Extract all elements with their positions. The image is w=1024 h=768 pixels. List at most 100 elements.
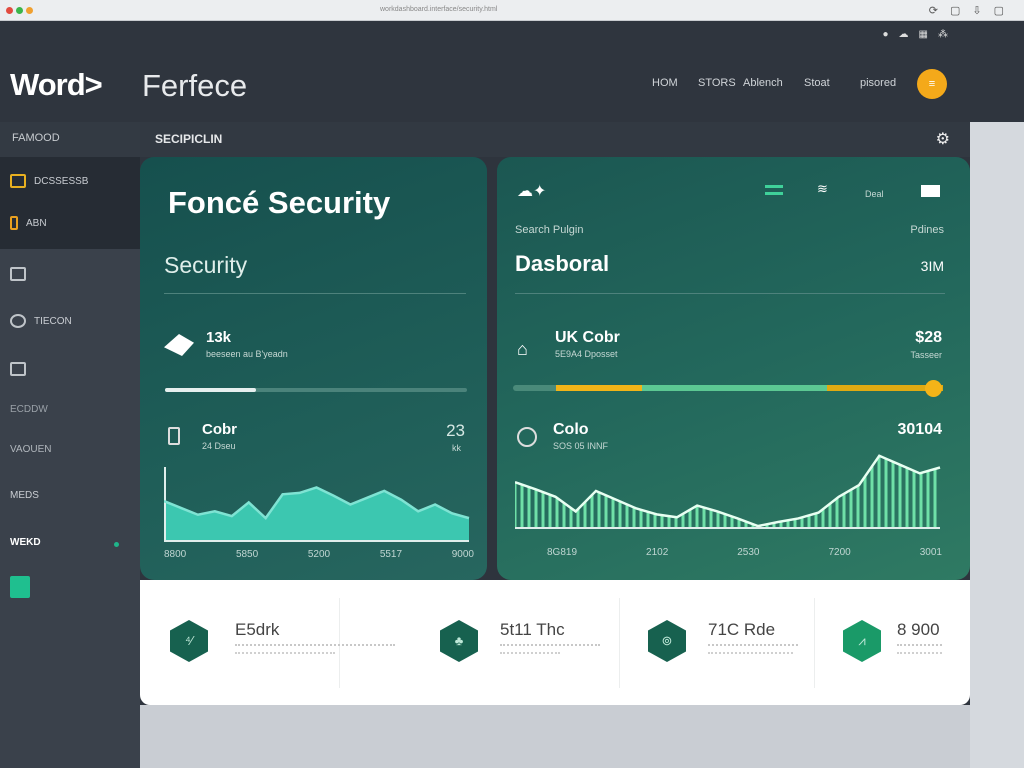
metric-value-label: Tasseer xyxy=(910,350,942,360)
stat-value: 8 900 xyxy=(897,620,940,639)
nav-item[interactable]: Ablench xyxy=(743,77,783,89)
card-title: Foncé Security xyxy=(168,185,391,220)
metric-subtitle: 5E9A4 Dposset xyxy=(555,349,618,359)
top-label[interactable]: Deal xyxy=(865,189,884,199)
battery-icon xyxy=(168,427,180,445)
sidebar-title: FAMOOD xyxy=(0,122,140,157)
sidebar-item[interactable]: ABN xyxy=(10,216,47,230)
sidebar-item[interactable]: MEDS xyxy=(10,490,39,501)
stat-card[interactable]: ⊚ 71C Rde xyxy=(620,598,815,688)
chart-title: Cobr xyxy=(202,421,237,438)
sidebar-item[interactable]: WEKD xyxy=(10,537,41,548)
stats-panel: ⁴⁄ E5drk ♣ 5t11 Thc ⊚ 71C Rde ⩘ 8 900 xyxy=(140,580,970,705)
dashboard-card: ☁✦ ≋ Deal Search Pulgin Pdines Dasboral … xyxy=(497,157,970,580)
chart-title: Colo xyxy=(553,421,589,438)
home-icon: ⌂ xyxy=(517,339,528,359)
divider xyxy=(515,293,945,294)
metric-label: beeseen au B'yeadn xyxy=(206,349,288,359)
chart-value: 30104 xyxy=(897,421,943,438)
chart-subtitle: SOS 05 INNF xyxy=(553,441,609,451)
badge-icon xyxy=(10,314,26,328)
area-chart xyxy=(164,467,470,542)
close-dot[interactable] xyxy=(6,7,13,14)
window-icon[interactable] xyxy=(921,185,940,197)
metric-title: UK Cobr xyxy=(555,329,620,346)
clock-icon xyxy=(517,427,537,447)
user-icon xyxy=(10,216,18,230)
nav-item[interactable]: HOM xyxy=(652,77,678,89)
section-title: SECIPICLIN xyxy=(155,132,223,146)
card-title: Dasboral xyxy=(515,251,610,276)
stat-value: E5drk xyxy=(235,620,280,639)
background xyxy=(140,705,970,768)
status-icons[interactable]: ●☁▦⁂ xyxy=(882,29,958,40)
settings-icon[interactable]: ⚙ xyxy=(935,131,950,148)
pulse-icon: ⩘ xyxy=(843,620,881,662)
bar-line-chart xyxy=(515,454,941,529)
top-bar: ●☁▦⁂ Word> Ferfece HOM STORS Ablench Sto… xyxy=(0,21,1024,122)
minimize-dot[interactable] xyxy=(26,7,33,14)
chart-value: 23 xyxy=(446,421,465,440)
sidebar-item[interactable]: VAOUEN xyxy=(10,444,52,455)
progress-segment xyxy=(513,385,556,391)
series-line xyxy=(515,454,941,528)
monitor-icon xyxy=(10,362,26,376)
chart-subtitle: 24 Dseu xyxy=(202,441,236,451)
chart-unit: kk xyxy=(452,443,461,453)
nav-item[interactable]: STORS xyxy=(698,77,736,89)
sidebar-item[interactable]: TIECON xyxy=(10,314,72,328)
security-card: Foncé Security Security 13k beeseen au B… xyxy=(140,157,487,580)
divider xyxy=(164,293,466,294)
stat-card[interactable]: ♣ 5t11 Thc xyxy=(415,598,620,688)
scroll-area xyxy=(970,122,1024,768)
x-tick-label: 5517 xyxy=(379,549,403,560)
sidebar: FAMOOD DCSSESSB ABN TIECON ECDDW VAOUEN … xyxy=(0,122,140,768)
right-label: Pdines xyxy=(910,224,944,236)
wifi-icon[interactable]: ≋ xyxy=(817,181,828,196)
nav-item[interactable]: pisored xyxy=(860,77,897,89)
logo: Word> xyxy=(10,67,103,102)
area-fill xyxy=(164,487,469,542)
stat-value: 5t11 Thc xyxy=(500,620,565,639)
sidebar-item[interactable] xyxy=(10,362,26,376)
nav-item[interactable]: Stoat xyxy=(804,77,830,89)
progress-segment xyxy=(826,385,943,391)
stat-card[interactable]: ⁴⁄ E5drk xyxy=(140,598,395,688)
x-tick-label: 8G819 xyxy=(547,547,578,558)
x-tick-label: 9000 xyxy=(451,549,474,560)
browser-bar: workdashboard.interface/security.html ⟳▢… xyxy=(0,0,1024,21)
x-tick-label: 5850 xyxy=(235,549,259,560)
add-button[interactable] xyxy=(10,576,30,598)
segmented-progress xyxy=(513,385,943,391)
slider-handle[interactable] xyxy=(925,380,942,397)
x-axis: 8800 5850 5200 5517 9000 xyxy=(164,549,474,560)
cloud-icon: ☁✦ xyxy=(517,183,547,200)
sidebar-item[interactable] xyxy=(10,267,26,281)
status-dot xyxy=(114,542,119,547)
progress-segment xyxy=(642,385,827,391)
x-tick-label: 7200 xyxy=(828,547,851,558)
x-tick-label: 3001 xyxy=(919,547,942,558)
maximize-dot[interactable] xyxy=(16,7,23,14)
chat-icon xyxy=(10,267,26,281)
lock-icon: ⊚ xyxy=(648,620,686,662)
x-tick-label: 5200 xyxy=(307,549,331,560)
shield-icon xyxy=(164,334,194,356)
series-line xyxy=(164,486,470,521)
tree-icon: ♣ xyxy=(440,620,478,662)
x-tick-label: 2530 xyxy=(737,547,760,558)
section-header: SECIPICLIN ⚙ xyxy=(140,122,970,157)
menu-icon[interactable] xyxy=(765,185,783,195)
sidebar-item[interactable]: ECDDW xyxy=(10,404,48,415)
stat-card[interactable]: ⩘ 8 900 xyxy=(815,598,970,688)
menu-icon[interactable]: ≡ xyxy=(917,69,947,99)
sidebar-item[interactable]: DCSSESSB xyxy=(10,174,88,188)
browser-icons[interactable]: ⟳▢⇩▢ xyxy=(928,5,1016,17)
url-bar[interactable]: workdashboard.interface/security.html xyxy=(380,6,498,13)
app-title: Ferfece xyxy=(142,68,248,103)
section-label: Search Pulgin xyxy=(515,224,584,236)
title-value: 3IM xyxy=(920,258,944,274)
progress-bar xyxy=(165,388,467,392)
chart-icon: ⁴⁄ xyxy=(170,620,208,662)
folder-icon xyxy=(10,174,26,188)
